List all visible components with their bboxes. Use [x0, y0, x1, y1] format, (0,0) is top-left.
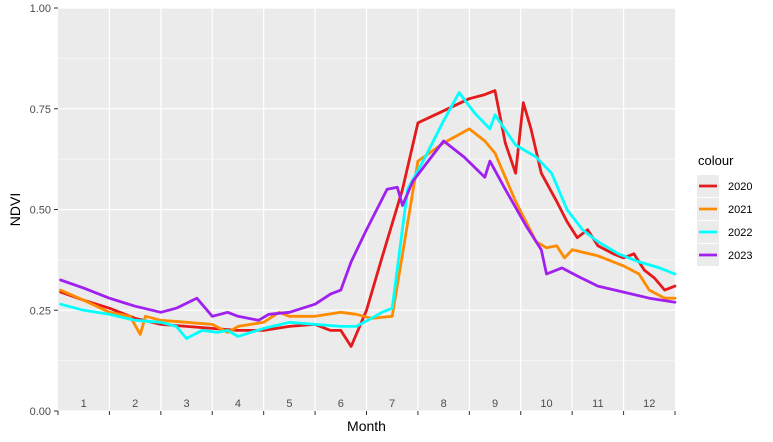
- month-label: 11: [592, 398, 603, 410]
- y-axis: 0.00 0.25 0.50 0.75 1.00: [30, 3, 58, 418]
- y-tick-label: 1.00: [30, 3, 51, 15]
- y-tick-label: 0.25: [30, 305, 51, 317]
- series-line-2022: [59, 91, 677, 340]
- y-tick-label: 0.00: [30, 406, 51, 418]
- month-labels: 1 2 3 4 5 6 7 8 9 10 11 12: [81, 398, 656, 410]
- y-tick-label: 0.75: [30, 104, 51, 116]
- legend-label-2020: 2020: [728, 181, 752, 193]
- month-label: 6: [338, 398, 344, 410]
- grid-major: [58, 7, 675, 412]
- x-axis-title: Month: [347, 418, 386, 434]
- legend-label-2023: 2023: [728, 250, 752, 262]
- y-axis-title: NDVI: [7, 193, 23, 226]
- series-line-2021: [59, 127, 677, 336]
- month-label: 1: [81, 398, 87, 410]
- month-label: 7: [389, 398, 395, 410]
- month-label: 3: [183, 398, 189, 410]
- legend: colour 2020 2021 2022 2023: [697, 153, 752, 266]
- month-label: 10: [540, 398, 552, 410]
- legend-label-2022: 2022: [728, 227, 752, 239]
- series-lines: [59, 89, 677, 348]
- series-line-2023: [59, 139, 677, 322]
- month-label: 2: [132, 398, 138, 410]
- month-label: 12: [643, 398, 655, 410]
- month-label: 9: [492, 398, 498, 410]
- month-label: 8: [441, 398, 447, 410]
- month-label: 4: [235, 398, 241, 410]
- month-label: 5: [286, 398, 292, 410]
- x-axis: [57, 411, 676, 415]
- y-tick-label: 0.50: [30, 205, 51, 217]
- legend-title: colour: [698, 153, 734, 168]
- legend-label-2021: 2021: [728, 204, 752, 216]
